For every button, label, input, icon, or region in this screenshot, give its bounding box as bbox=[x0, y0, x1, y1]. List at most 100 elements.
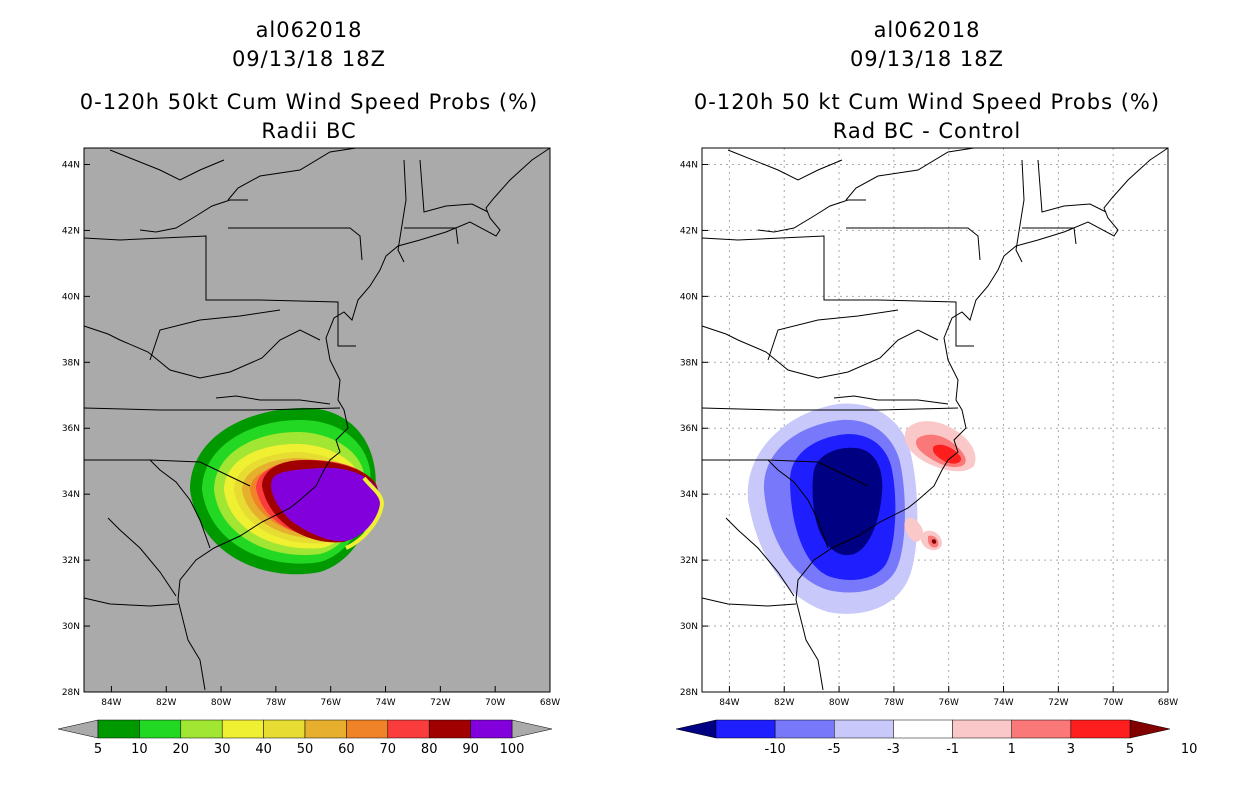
colorbar-label: 10 bbox=[131, 742, 148, 757]
map-frame bbox=[701, 147, 1169, 693]
difference-contours bbox=[747, 403, 976, 614]
colorbar-swatch bbox=[180, 719, 223, 739]
colorbar-label: -5 bbox=[828, 742, 841, 757]
colorbar-label: 5 bbox=[94, 742, 102, 757]
left-panel: al062018 09/13/18 18Z 0-120h 50kt Cum Wi… bbox=[57, 18, 560, 757]
plot-title: 0-120h 50kt Cum Wind Speed Probs (%) bbox=[79, 90, 539, 114]
lat-tick-label: 44N bbox=[680, 160, 698, 170]
lon-tick-label: 78W bbox=[266, 698, 286, 708]
lon-tick-label: 72W bbox=[1048, 698, 1068, 708]
lon-tick-label: 76W bbox=[321, 698, 341, 708]
datetime: 09/13/18 18Z bbox=[849, 47, 1005, 71]
plot-subtitle: Rad BC - Control bbox=[832, 119, 1022, 143]
lon-ticks: 84W 82W 80W 78W 76W 74W 72W 70W 68W bbox=[719, 686, 1178, 708]
colorbar-swatch bbox=[139, 719, 182, 739]
lon-tick-label: 78W bbox=[884, 698, 904, 708]
plot-subtitle: Radii BC bbox=[261, 119, 357, 143]
colorbar-swatch bbox=[97, 719, 140, 739]
colorbar-swatch bbox=[470, 719, 513, 739]
lon-tick-label: 84W bbox=[719, 698, 739, 708]
lat-tick-label: 28N bbox=[62, 688, 80, 698]
colorbar-swatch bbox=[893, 719, 953, 739]
coastlines bbox=[701, 147, 1169, 691]
lat-tick-label: 40N bbox=[680, 292, 698, 302]
lat-tick-label: 44N bbox=[62, 160, 80, 170]
colorbar: 5 10 20 30 40 50 60 70 80 90 100 bbox=[57, 719, 553, 757]
lon-tick-label: 84W bbox=[101, 698, 121, 708]
pos-blob-4 bbox=[931, 539, 937, 544]
lon-tick-label: 74W bbox=[993, 698, 1013, 708]
colorbar-swatch bbox=[1070, 719, 1131, 739]
lat-tick-label: 40N bbox=[62, 292, 80, 302]
colorbar-label: 100 bbox=[500, 742, 525, 757]
lon-tick-label: 68W bbox=[1158, 698, 1178, 708]
colorbar-label: 40 bbox=[255, 742, 272, 757]
lon-tick-label: 80W bbox=[829, 698, 849, 708]
colorbar-swatch bbox=[774, 719, 835, 739]
neg-contour-10 bbox=[812, 447, 883, 556]
colorbar-label: 5 bbox=[1126, 742, 1134, 757]
map-frame bbox=[83, 147, 551, 693]
lat-tick-label: 32N bbox=[62, 556, 80, 566]
lon-tick-label: 82W bbox=[774, 698, 794, 708]
datetime: 09/13/18 18Z bbox=[231, 47, 387, 71]
left-map-svg: 84W 82W 80W 78W 76W 74W 72W 70W 68W 44N 42N 40N 38N… bbox=[57, 147, 560, 757]
lon-tick-label: 70W bbox=[485, 698, 505, 708]
lat-tick-label: 32N bbox=[680, 556, 698, 566]
colorbar-swatch bbox=[834, 719, 894, 739]
lat-tick-label: 38N bbox=[680, 358, 698, 368]
colorbar-label: 90 bbox=[462, 742, 479, 757]
colorbar-swatch bbox=[304, 719, 347, 739]
lon-ticks: 84W 82W 80W 78W 76W 74W 72W 70W 68W bbox=[101, 686, 560, 708]
colorbar-swatch bbox=[1011, 719, 1072, 739]
colorbar-left-arrow bbox=[675, 719, 717, 739]
right-panel: al062018 09/13/18 18Z 0-120h 50 kt Cum W… bbox=[618, 0, 1236, 800]
lat-tick-label: 34N bbox=[680, 490, 698, 500]
colorbar-label: 3 bbox=[1067, 742, 1075, 757]
map-background bbox=[702, 148, 1168, 692]
pos-contour-5 bbox=[932, 444, 962, 464]
colorbar-swatch bbox=[952, 719, 1012, 739]
colorbar-label: -1 bbox=[946, 742, 959, 757]
colorbar-label: 10 bbox=[1181, 742, 1198, 757]
lon-tick-label: 70W bbox=[1103, 698, 1123, 708]
lon-tick-label: 68W bbox=[540, 698, 560, 708]
colorbar: -10 -5 -3 -1 1 3 5 10 bbox=[675, 719, 1198, 757]
plot-title: 0-120h 50 kt Cum Wind Speed Probs (%) bbox=[693, 90, 1161, 114]
colorbar-swatch bbox=[263, 719, 306, 739]
colorbar-swatch bbox=[346, 719, 389, 739]
contour-100-edge bbox=[345, 476, 385, 550]
lat-tick-label: 36N bbox=[62, 424, 80, 434]
colorbar-swatch bbox=[715, 719, 776, 739]
lat-tick-label: 42N bbox=[680, 226, 698, 236]
lat-tick-label: 42N bbox=[62, 226, 80, 236]
colorbar-label: 30 bbox=[214, 742, 231, 757]
lon-tick-label: 72W bbox=[430, 698, 450, 708]
colorbar-left-arrow bbox=[57, 719, 99, 739]
lat-ticks: 44N 42N 40N 38N 36N 34N 32N 30N 28N bbox=[680, 160, 708, 698]
lat-ticks: 44N 42N 40N 38N 36N 34N 32N 30N 28N bbox=[62, 160, 90, 698]
colorbar-label: 60 bbox=[338, 742, 355, 757]
lat-tick-label: 36N bbox=[680, 424, 698, 434]
colorbar-label: 50 bbox=[297, 742, 314, 757]
right-map-svg: 84W 82W 80W 78W 76W 74W 72W 70W 68W 44N 42N 40N 38N… bbox=[675, 147, 1198, 757]
colorbar-swatch bbox=[387, 719, 430, 739]
lat-tick-label: 38N bbox=[62, 358, 80, 368]
colorbar-swatch bbox=[221, 719, 264, 739]
storm-id: al062018 bbox=[255, 18, 363, 42]
colorbar-label: -3 bbox=[887, 742, 900, 757]
lon-tick-label: 76W bbox=[939, 698, 959, 708]
colorbar-swatch bbox=[428, 719, 471, 739]
lat-tick-label: 34N bbox=[62, 490, 80, 500]
lat-tick-label: 30N bbox=[680, 622, 698, 632]
lon-tick-label: 80W bbox=[211, 698, 231, 708]
colorbar-label: 70 bbox=[380, 742, 397, 757]
contour-100 bbox=[271, 467, 381, 542]
colorbar-label: 80 bbox=[421, 742, 438, 757]
coastlines bbox=[83, 147, 551, 691]
pos-blob-1 bbox=[904, 517, 924, 542]
colorbar-label: 1 bbox=[1008, 742, 1016, 757]
lon-tick-label: 74W bbox=[375, 698, 395, 708]
lat-tick-label: 30N bbox=[62, 622, 80, 632]
colorbar-label: -10 bbox=[765, 742, 786, 757]
